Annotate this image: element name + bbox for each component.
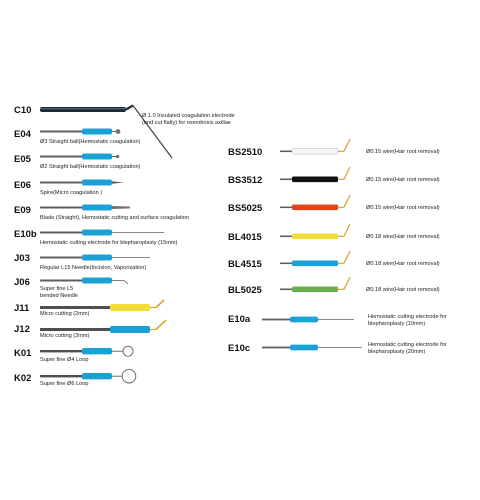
electrode-code-e09: E09 [14,205,31,216]
electrode-code-e06: E06 [14,180,31,191]
electrode-code-bl4515: BL4515 [228,259,262,270]
e05-electrode-image [40,153,120,160]
k02-electrode-image [40,368,137,384]
bs2510-electrode-image [280,138,351,155]
electrode-code-k01: K01 [14,348,32,359]
electrode-code-j03: J03 [14,253,30,264]
bl5025-description: Ø0.18 wire(Hair root removal) [366,287,440,293]
bs3512-electrode-image [280,166,351,183]
e09-description: Blade (Straight), Hemostatic cutting and… [40,215,189,221]
e04-description: Ø3 Straight ball(Hemostatic coagulation) [40,139,141,145]
c10-description: Ø 1.0 Insulated coagulation electrode (en… [142,113,235,126]
k02-description: Super fine Ø6 Loop [40,381,89,387]
bl4515-electrode-image [280,250,351,267]
k01-electrode-image [40,345,134,357]
electrode-code-c10: C10 [14,105,32,116]
bl4015-description: Ø0.18 wire(Hair root removal) [366,234,440,240]
c10-electrode-image [40,104,173,159]
bl4515-description: Ø0.18 wire(Hair root removal) [366,261,440,267]
e04-electrode-image [40,128,121,135]
bs5025-electrode-image [280,194,351,211]
e10c-description: Hemostatic cutting electrode for blepharo… [368,342,447,355]
e10a-electrode-image [262,316,354,323]
e06-description: Spire(Micro coagulation ) [40,190,103,196]
electrode-code-e05: E05 [14,154,31,165]
j11-electrode-image [40,299,165,311]
j12-electrode-image [40,319,167,333]
electrode-code-bs3512: BS3512 [228,175,263,186]
bs5025-description: Ø0.15 wire(Hair root removal) [366,205,440,211]
electrode-code-bs5025: BS5025 [228,203,263,214]
electrode-code-bl4015: BL4015 [228,232,262,243]
e09-electrode-image [40,204,130,211]
j11-description: Micro cutting (2mm) [40,311,90,317]
electrode-code-e10c: E10c [228,343,251,354]
j06-description: Super fine L5 bended Needle [40,286,78,299]
j06-electrode-image [40,277,129,285]
electrode-code-j11: J11 [14,303,30,314]
j03-description: Regular L15 Needle(Incision, Vaporizatio… [40,265,147,271]
e10c-electrode-image [262,344,362,351]
electrode-code-e10a: E10a [228,314,251,325]
e10b-description: Hemostatic cutting electrode for blephar… [40,240,178,246]
electrode-code-e04: E04 [14,129,31,140]
electrode-code-j12: J12 [14,324,30,335]
e05-description: Ø2 Straight ball(Hemostatic coagulation) [40,164,141,170]
electrode-code-e10b: E10b [14,229,37,240]
electrode-code-k02: K02 [14,373,32,384]
electrode-code-j06: J06 [14,277,30,288]
bl5025-electrode-image [280,276,351,293]
electrode-code-bs2510: BS2510 [228,147,263,158]
j12-description: Micro cutting (3mm) [40,333,90,339]
e06-electrode-image [40,179,124,186]
electrode-code-bl5025: BL5025 [228,285,262,296]
e10b-electrode-image [40,229,164,236]
bs2510-description: Ø0.15 wire(Hair root removal) [366,149,440,155]
j03-electrode-image [40,254,150,261]
e10a-description: Hemostatic cutting electrode for blepharo… [368,314,447,327]
bs3512-description: Ø0.15 wire(Hair root removal) [366,177,440,183]
bl4015-electrode-image [280,223,351,240]
k01-description: Super fine Ø4 Loop [40,357,89,363]
